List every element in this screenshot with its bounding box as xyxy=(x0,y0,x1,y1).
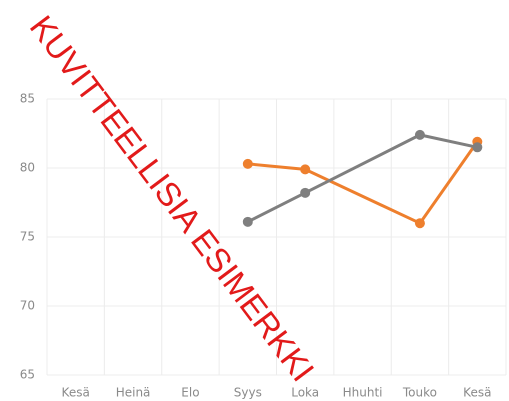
y-tick-label: 75 xyxy=(20,230,35,244)
point xyxy=(414,218,425,229)
point xyxy=(472,142,483,153)
y-tick-label: 85 xyxy=(20,92,35,106)
x-tick-label: Syys xyxy=(234,386,262,400)
point xyxy=(300,187,311,198)
x-tick-label: Kesä xyxy=(463,386,491,400)
x-tick-label: Heinä xyxy=(116,386,151,400)
point xyxy=(242,216,253,227)
y-tick-label: 65 xyxy=(20,368,35,382)
x-tick-label: Loka xyxy=(291,386,319,400)
point xyxy=(414,129,425,140)
y-tick-label: 80 xyxy=(20,161,35,175)
series-line xyxy=(247,140,479,225)
x-tick-label: Kesä xyxy=(62,386,90,400)
y-tick-label: 70 xyxy=(20,299,35,313)
x-tick-label: Hhuhti xyxy=(343,386,383,400)
series-line xyxy=(247,133,478,224)
x-tick-label: Touko xyxy=(402,386,437,400)
point xyxy=(300,164,311,175)
point xyxy=(242,158,253,169)
x-tick-label: Elo xyxy=(181,386,199,400)
